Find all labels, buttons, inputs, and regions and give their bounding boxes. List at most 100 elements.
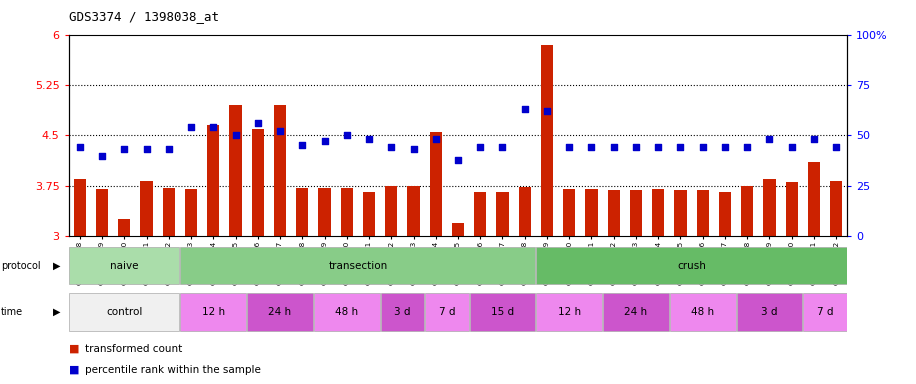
Bar <box>319 188 331 236</box>
Bar <box>630 190 642 236</box>
Point <box>94 152 109 159</box>
Point <box>273 128 288 134</box>
Text: ■: ■ <box>69 365 79 375</box>
Bar <box>229 105 242 236</box>
Bar <box>140 181 153 236</box>
Bar <box>247 293 313 331</box>
Text: crush: crush <box>677 261 706 271</box>
Text: 7 d: 7 d <box>817 307 834 317</box>
Point <box>228 132 243 139</box>
Bar <box>670 293 736 331</box>
Bar <box>380 293 424 331</box>
Point <box>496 144 510 151</box>
Bar <box>719 192 731 236</box>
Text: time: time <box>1 307 23 317</box>
Bar <box>341 188 353 236</box>
Text: 48 h: 48 h <box>335 307 358 317</box>
Point <box>429 136 443 142</box>
Bar <box>207 125 220 236</box>
Bar <box>474 192 486 236</box>
Point <box>406 146 420 152</box>
Text: 15 d: 15 d <box>491 307 514 317</box>
Point <box>628 144 643 151</box>
Text: 7 d: 7 d <box>439 307 455 317</box>
Bar <box>408 186 420 236</box>
Text: GDS3374 / 1398038_at: GDS3374 / 1398038_at <box>69 10 219 23</box>
Bar <box>430 132 442 236</box>
Point <box>562 144 576 151</box>
Text: 48 h: 48 h <box>692 307 714 317</box>
Bar <box>585 189 597 236</box>
Text: 24 h: 24 h <box>625 307 648 317</box>
Bar <box>674 190 687 236</box>
Bar <box>314 293 380 331</box>
Point <box>139 146 154 152</box>
Bar <box>118 219 130 236</box>
Text: 3 d: 3 d <box>394 307 410 317</box>
Text: 3 d: 3 d <box>761 307 778 317</box>
Bar <box>96 189 108 236</box>
Bar <box>180 247 536 285</box>
Point <box>250 120 265 126</box>
Point <box>740 144 755 151</box>
Bar <box>736 293 802 331</box>
Text: 12 h: 12 h <box>202 307 224 317</box>
Text: 24 h: 24 h <box>268 307 291 317</box>
Point <box>206 124 221 131</box>
Point <box>161 146 176 152</box>
Bar <box>425 293 469 331</box>
Text: protocol: protocol <box>1 261 40 271</box>
Text: percentile rank within the sample: percentile rank within the sample <box>85 365 261 375</box>
Bar <box>296 188 309 236</box>
Bar <box>274 105 286 236</box>
Point <box>117 146 132 152</box>
Bar <box>363 192 376 236</box>
Point <box>651 144 666 151</box>
Point <box>784 144 799 151</box>
Bar <box>830 181 843 236</box>
Bar <box>536 293 602 331</box>
Text: ▶: ▶ <box>53 307 60 317</box>
Bar <box>540 45 553 236</box>
Point <box>362 136 376 142</box>
Point <box>317 138 332 144</box>
Point <box>606 144 621 151</box>
Bar <box>603 293 669 331</box>
Point <box>72 144 87 151</box>
Point <box>540 108 554 114</box>
Bar <box>518 187 531 236</box>
Point <box>340 132 354 139</box>
Bar <box>163 188 175 236</box>
Point <box>829 144 844 151</box>
Point <box>295 142 310 149</box>
Bar <box>385 186 398 236</box>
Point <box>384 144 398 151</box>
Text: control: control <box>106 307 143 317</box>
Bar <box>808 162 820 236</box>
Bar <box>470 293 536 331</box>
Text: ■: ■ <box>69 344 79 354</box>
Bar <box>786 182 798 236</box>
Bar <box>763 179 776 236</box>
Bar <box>69 247 180 285</box>
Bar <box>696 190 709 236</box>
Bar <box>803 293 847 331</box>
Bar <box>180 293 246 331</box>
Point <box>762 136 777 142</box>
Point <box>584 144 599 151</box>
Bar <box>536 247 847 285</box>
Bar <box>652 189 664 236</box>
Bar <box>607 190 620 236</box>
Bar <box>69 293 180 331</box>
Point <box>451 157 465 163</box>
Point <box>518 106 532 112</box>
Text: naive: naive <box>110 261 138 271</box>
Text: 12 h: 12 h <box>558 307 581 317</box>
Bar <box>741 186 753 236</box>
Point <box>695 144 710 151</box>
Point <box>473 144 487 151</box>
Text: ▶: ▶ <box>53 261 60 271</box>
Bar <box>73 179 86 236</box>
Point <box>717 144 732 151</box>
Point <box>184 124 199 131</box>
